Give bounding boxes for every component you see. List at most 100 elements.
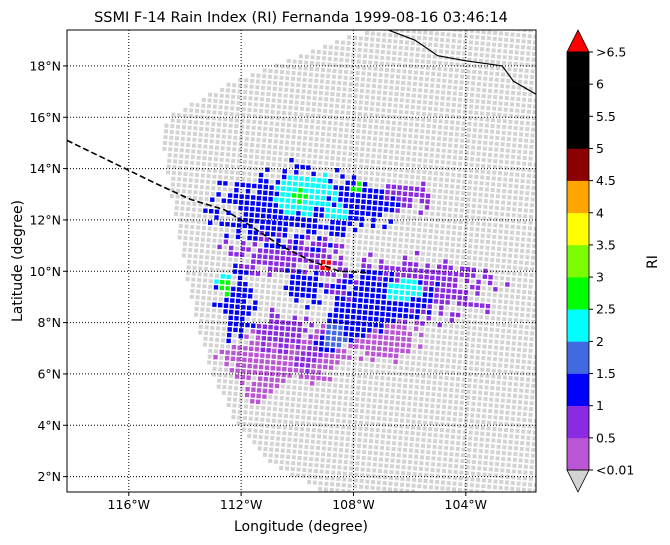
swath-point xyxy=(484,123,489,128)
swath-point xyxy=(304,54,309,59)
swath-point xyxy=(461,191,466,196)
swath-point xyxy=(407,75,412,80)
rain-point xyxy=(279,331,284,337)
rain-point xyxy=(311,299,316,305)
y-tick-label-7: 16°N xyxy=(29,110,61,125)
swath-point xyxy=(404,244,409,249)
rain-point xyxy=(263,190,268,195)
swath-point xyxy=(409,58,414,63)
rain-point xyxy=(324,283,329,288)
chart-title: SSMI F-14 Rain Index (RI) Fernanda 1999-… xyxy=(94,10,508,26)
swath-point xyxy=(412,472,417,477)
swath-point xyxy=(213,163,218,167)
swath-point xyxy=(531,185,536,190)
swath-point xyxy=(435,223,439,228)
swath-point xyxy=(188,184,193,188)
swath-point xyxy=(516,487,521,492)
rain-point xyxy=(284,338,290,343)
swath-point xyxy=(411,35,416,40)
swath-point xyxy=(497,182,501,187)
swath-point xyxy=(316,50,321,54)
swath-point xyxy=(272,279,277,283)
rain-point xyxy=(325,272,330,277)
swath-point xyxy=(232,83,237,88)
swath-point xyxy=(481,222,486,227)
rain-point xyxy=(320,259,326,265)
swath-point xyxy=(519,324,524,329)
swath-point xyxy=(351,437,356,442)
swath-point xyxy=(289,99,293,104)
swath-point xyxy=(390,260,395,265)
rain-point xyxy=(291,332,296,338)
swath-point xyxy=(497,177,502,181)
swath-point xyxy=(383,469,388,474)
swath-point xyxy=(312,480,317,485)
rain-point xyxy=(264,179,269,184)
swath-point xyxy=(418,216,423,221)
swath-point xyxy=(359,479,364,483)
swath-point xyxy=(303,130,308,135)
swath-point xyxy=(243,148,248,153)
swath-point xyxy=(513,190,518,195)
swath-point xyxy=(380,440,385,445)
swath-point xyxy=(495,264,500,269)
rain-point xyxy=(305,369,310,374)
swath-point xyxy=(430,334,435,339)
swath-point xyxy=(471,401,476,406)
swath-point xyxy=(356,449,361,454)
swath-point xyxy=(404,116,408,121)
swath-point xyxy=(194,114,199,119)
swath-point xyxy=(367,72,372,77)
swath-point xyxy=(349,402,353,407)
rain-point xyxy=(260,219,265,224)
swath-point xyxy=(528,482,533,487)
swath-point xyxy=(445,370,450,375)
swath-point xyxy=(338,69,343,74)
swath-point xyxy=(273,145,278,150)
rain-point xyxy=(463,290,469,295)
swath-point xyxy=(436,206,441,211)
swath-point xyxy=(277,163,282,167)
swath-point xyxy=(205,249,210,254)
rain-point xyxy=(459,272,464,277)
swath-point xyxy=(408,384,413,389)
swath-point xyxy=(506,399,511,404)
rain-point xyxy=(358,292,364,297)
swath-point xyxy=(428,234,433,239)
swath-point xyxy=(269,447,274,452)
rain-point xyxy=(412,274,418,279)
swath-point xyxy=(506,276,510,281)
swath-point xyxy=(528,92,533,97)
swath-point xyxy=(292,443,297,448)
rain-point xyxy=(256,259,262,265)
swath-point xyxy=(226,146,231,151)
swath-point xyxy=(217,378,222,383)
swath-point xyxy=(448,143,453,148)
swath-point xyxy=(354,274,359,279)
rain-point xyxy=(257,190,262,195)
rain-point xyxy=(253,364,258,369)
swath-point xyxy=(449,190,454,195)
swath-point xyxy=(338,389,343,394)
swath-point xyxy=(422,164,427,169)
rain-point xyxy=(335,168,340,173)
swath-point xyxy=(357,53,362,58)
swath-point xyxy=(510,32,515,37)
rain-point xyxy=(219,221,224,226)
swath-point xyxy=(353,158,358,163)
swath-point xyxy=(198,330,203,335)
swath-point xyxy=(494,275,499,280)
swath-point xyxy=(462,243,467,248)
y-tick-label-0: 2°N xyxy=(37,469,61,484)
swath-point xyxy=(487,222,492,227)
swath-point xyxy=(299,112,304,117)
swath-point xyxy=(374,439,379,444)
swath-point xyxy=(437,451,442,456)
rain-point xyxy=(471,273,476,278)
swath-point xyxy=(492,229,497,233)
rain-point xyxy=(382,347,388,352)
rain-point xyxy=(456,301,462,306)
swath-point xyxy=(362,60,367,64)
swath-point xyxy=(407,401,412,406)
rain-point xyxy=(408,197,413,203)
